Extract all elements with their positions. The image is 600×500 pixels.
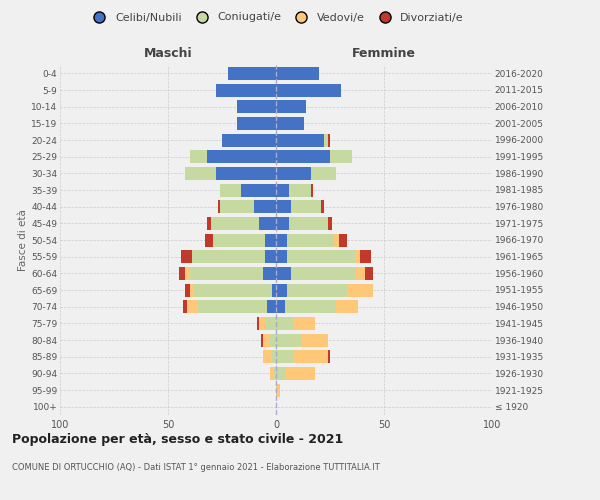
Bar — [276, 234, 287, 246]
Bar — [334, 234, 338, 246]
Bar — [337, 300, 358, 313]
Bar — [185, 267, 190, 280]
Bar — [276, 134, 323, 146]
Bar — [269, 334, 276, 346]
Text: Femmine: Femmine — [352, 47, 416, 60]
Bar — [328, 350, 330, 363]
Bar — [276, 350, 293, 363]
Bar — [276, 150, 330, 163]
Bar — [289, 217, 328, 230]
Bar — [254, 200, 276, 213]
Bar — [185, 167, 215, 180]
Bar — [276, 284, 287, 296]
Bar — [276, 334, 302, 346]
Bar — [276, 117, 304, 130]
Bar — [289, 184, 311, 196]
Bar — [360, 250, 371, 263]
Bar — [284, 367, 315, 380]
Bar — [347, 284, 373, 296]
Bar — [276, 100, 306, 113]
Bar — [218, 200, 220, 213]
Bar — [259, 217, 276, 230]
Bar — [265, 250, 276, 263]
Bar — [190, 267, 263, 280]
Bar — [276, 84, 341, 96]
Legend: Celibi/Nubili, Coniugati/e, Vedovi/e, Divorziati/e: Celibi/Nubili, Coniugati/e, Vedovi/e, Di… — [84, 8, 468, 27]
Bar — [265, 234, 276, 246]
Bar — [214, 234, 265, 246]
Bar — [220, 184, 241, 196]
Bar — [237, 117, 276, 130]
Bar — [190, 150, 207, 163]
Text: Popolazione per età, sesso e stato civile - 2021: Popolazione per età, sesso e stato civil… — [12, 432, 343, 446]
Bar — [274, 367, 276, 380]
Bar — [179, 267, 185, 280]
Bar — [207, 150, 276, 163]
Bar — [276, 384, 280, 396]
Bar — [276, 184, 289, 196]
Bar — [276, 217, 289, 230]
Bar — [276, 267, 291, 280]
Bar — [198, 300, 268, 313]
Bar — [194, 284, 272, 296]
Bar — [276, 367, 284, 380]
Bar — [183, 300, 187, 313]
Bar — [323, 134, 328, 146]
Bar — [215, 167, 276, 180]
Bar — [338, 234, 347, 246]
Bar — [330, 150, 352, 163]
Bar — [207, 217, 211, 230]
Bar — [276, 317, 293, 330]
Bar — [222, 134, 276, 146]
Text: COMUNE DI ORTUCCHIO (AQ) - Dati ISTAT 1° gennaio 2021 - Elaborazione TUTTITALIA.: COMUNE DI ORTUCCHIO (AQ) - Dati ISTAT 1°… — [12, 462, 380, 471]
Bar — [257, 317, 259, 330]
Bar — [263, 267, 276, 280]
Bar — [276, 67, 319, 80]
Bar — [261, 334, 263, 346]
Bar — [269, 367, 274, 380]
Bar — [328, 134, 330, 146]
Bar — [205, 234, 214, 246]
Bar — [181, 250, 192, 263]
Bar — [211, 217, 259, 230]
Bar — [291, 200, 322, 213]
Bar — [293, 350, 328, 363]
Bar — [192, 250, 265, 263]
Bar — [311, 167, 337, 180]
Bar — [328, 217, 332, 230]
Bar — [276, 167, 311, 180]
Text: Maschi: Maschi — [143, 47, 193, 60]
Bar — [263, 334, 269, 346]
Bar — [190, 284, 194, 296]
Bar — [241, 184, 276, 196]
Bar — [272, 350, 276, 363]
Bar — [265, 317, 276, 330]
Bar — [276, 300, 284, 313]
Bar — [187, 300, 198, 313]
Bar — [356, 250, 360, 263]
Bar — [284, 300, 337, 313]
Bar — [268, 300, 276, 313]
Bar — [272, 284, 276, 296]
Bar — [311, 184, 313, 196]
Bar — [220, 200, 254, 213]
Bar — [263, 350, 272, 363]
Bar — [229, 67, 276, 80]
Bar — [259, 317, 265, 330]
Bar — [276, 250, 287, 263]
Y-axis label: Fasce di età: Fasce di età — [18, 209, 28, 271]
Bar — [287, 234, 334, 246]
Bar — [293, 317, 315, 330]
Bar — [287, 284, 347, 296]
Bar — [365, 267, 373, 280]
Bar — [276, 200, 291, 213]
Bar — [322, 200, 323, 213]
Bar — [287, 250, 356, 263]
Bar — [215, 84, 276, 96]
Bar — [185, 284, 190, 296]
Bar — [356, 267, 365, 280]
Bar — [291, 267, 356, 280]
Bar — [237, 100, 276, 113]
Bar — [302, 334, 328, 346]
